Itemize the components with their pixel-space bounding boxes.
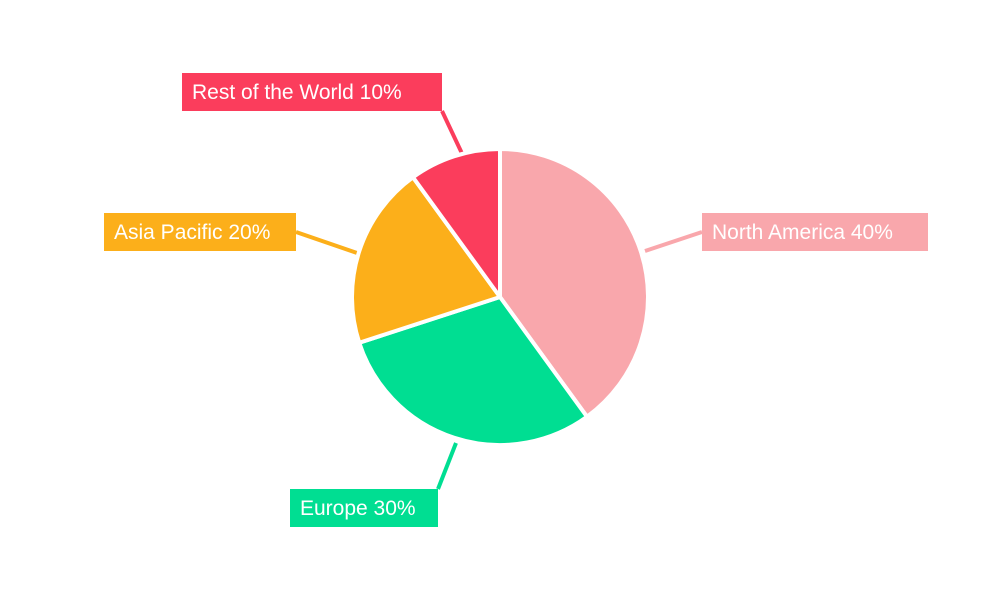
slice-label-europe[interactable]: Europe 30% [290, 489, 438, 527]
pie-slice-rest-of-world[interactable] [411, 147, 502, 299]
slice-label-north-america[interactable]: North America 40% [702, 213, 928, 251]
slice-label-north-america-text: North America 40% [712, 220, 893, 244]
leader-line-europe [436, 442, 458, 490]
slice-label-asia-pacific-text: Asia Pacific 20% [114, 220, 271, 244]
leader-line-asia-pacific [295, 230, 361, 256]
slice-label-asia-pacific[interactable]: Asia Pacific 20% [104, 213, 296, 251]
slice-label-rest-of-world-text: Rest of the World 10% [192, 80, 402, 104]
pie-slice-north-america[interactable] [498, 147, 650, 419]
pie-slices-group [350, 147, 650, 447]
leader-line-north-america [644, 230, 703, 253]
pie-slice-europe[interactable] [357, 295, 589, 447]
slice-label-rest-of-world[interactable]: Rest of the World 10% [182, 73, 442, 111]
slice-label-europe-text: Europe 30% [300, 496, 416, 520]
pie-slice-asia-pacific[interactable] [350, 175, 502, 345]
